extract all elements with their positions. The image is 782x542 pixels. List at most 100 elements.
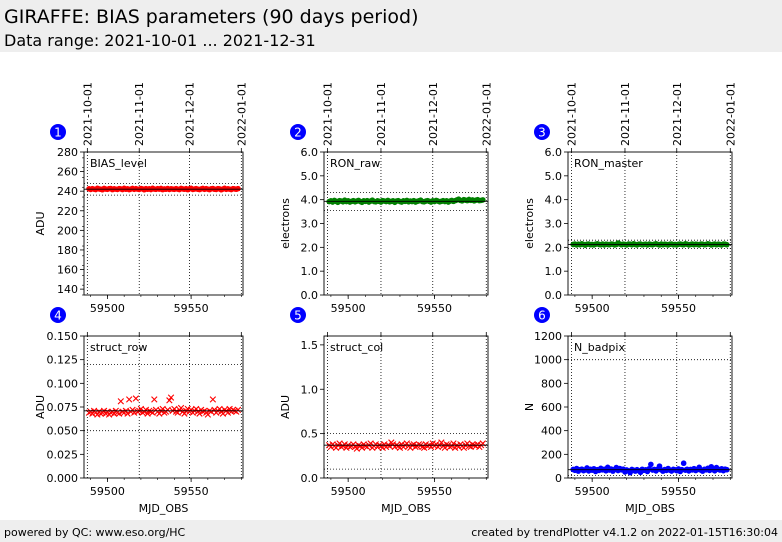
data-point xyxy=(196,410,203,417)
plot-frame xyxy=(83,151,244,296)
parameter-label: RON_master xyxy=(574,157,643,170)
y-tick-label: 1.0 xyxy=(301,383,319,396)
y-tick-label: 400 xyxy=(541,425,562,438)
chart-panel-1: 140 160 180 200 220 240 260 280 59500 59550 2021-1… xyxy=(34,82,248,315)
top-date-label: 2021-12-01 xyxy=(427,82,440,146)
panel-number-badge xyxy=(50,124,66,140)
data-point xyxy=(129,406,136,414)
x-tick-label: 59550 xyxy=(661,485,696,498)
plot-frame xyxy=(567,335,733,479)
y-tick-label: 280 xyxy=(57,146,78,159)
y-tick-label: 3.0 xyxy=(545,218,563,231)
x-tick-label: 59500 xyxy=(331,302,366,315)
panel-number-badge xyxy=(534,307,550,323)
data-point xyxy=(443,441,450,448)
top-date-label: 2021-11-01 xyxy=(133,82,146,146)
data-point xyxy=(156,410,163,417)
x-tick-label: 59500 xyxy=(575,485,610,498)
data-point xyxy=(680,460,687,467)
x-tick-label: 59550 xyxy=(174,485,209,498)
x-tick-label: 59500 xyxy=(90,485,125,498)
y-tick-label: 0.0 xyxy=(301,472,319,485)
y-tick-label: 0.050 xyxy=(47,425,79,438)
plot-frame xyxy=(323,151,489,296)
y-tick-label: 2.0 xyxy=(301,241,319,254)
parameter-label: N_badpix xyxy=(574,341,625,354)
y-tick-label: 0.125 xyxy=(47,354,79,367)
y-tick-label: 1.0 xyxy=(545,265,563,278)
data-point xyxy=(648,461,654,468)
x-axis-label: MJD_OBS xyxy=(381,502,431,515)
top-date-label: 2022-01-01 xyxy=(235,82,248,146)
parameter-label: BIAS_level xyxy=(90,157,147,170)
top-date-label: 2021-10-01 xyxy=(321,82,334,146)
y-tick-label: 160 xyxy=(57,264,78,277)
parameter-label: struct_row xyxy=(90,341,147,354)
top-date-label: 2021-11-01 xyxy=(375,82,388,146)
x-tick-label: 59550 xyxy=(417,485,452,498)
y-tick-label: 260 xyxy=(57,166,78,179)
panel-number-label: 2 xyxy=(294,126,302,140)
panel-number-label: 6 xyxy=(538,309,546,323)
data-point xyxy=(209,396,217,403)
x-tick-label: 59550 xyxy=(417,302,452,315)
y-tick-label: 1.0 xyxy=(301,265,319,278)
panel-number-label: 4 xyxy=(54,309,62,323)
panel-number-badge xyxy=(534,124,550,140)
y-tick-label: 1000 xyxy=(534,354,562,367)
y-tick-label: 0.150 xyxy=(47,330,79,343)
top-date-label: 2022-01-01 xyxy=(480,82,493,146)
y-axis-label: ADU xyxy=(34,211,47,235)
top-date-label: 2021-10-01 xyxy=(81,82,94,146)
y-tick-label: 0.075 xyxy=(47,401,79,414)
y-axis-label: electrons xyxy=(523,198,536,249)
data-point xyxy=(438,439,445,446)
data-point xyxy=(234,406,242,414)
chart-panel-5: 0.0 0.5 1.0 1.5 59500 59550 struct_col ADU MJD_O… xyxy=(279,307,489,515)
data-point xyxy=(115,410,123,417)
data-point xyxy=(117,398,125,405)
y-tick-label: 200 xyxy=(541,448,562,461)
top-date-label: 2021-12-01 xyxy=(183,82,196,146)
y-tick-label: 1200 xyxy=(534,330,562,343)
y-tick-label: 4.0 xyxy=(545,194,563,207)
y-tick-label: 5.0 xyxy=(545,170,563,183)
data-point xyxy=(208,408,215,415)
header-bar: GIRAFFE: BIAS parameters (90 days period… xyxy=(0,0,782,52)
x-axis-label: MJD_OBS xyxy=(139,502,189,515)
y-tick-label: 200 xyxy=(57,224,78,237)
x-axis-label: MJD_OBS xyxy=(625,502,675,515)
data-point xyxy=(415,441,423,448)
parameter-label: RON_raw xyxy=(330,157,380,170)
plot-frame xyxy=(323,335,489,479)
y-tick-label: 0.100 xyxy=(47,377,79,390)
x-tick-label: 59500 xyxy=(331,485,366,498)
plot-frame xyxy=(83,335,244,479)
page-title: GIRAFFE: BIAS parameters (90 days period… xyxy=(4,6,419,28)
panel-number-label: 1 xyxy=(54,126,62,140)
data-range-subtitle: Data range: 2021-10-01 ... 2021-12-31 xyxy=(4,31,316,50)
plot-frame xyxy=(567,151,733,296)
y-tick-label: 4.0 xyxy=(301,194,319,207)
y-tick-label: 3.0 xyxy=(301,218,319,231)
y-tick-label: 5.0 xyxy=(301,170,319,183)
data-point xyxy=(386,442,393,450)
data-point xyxy=(164,406,171,414)
x-tick-label: 59550 xyxy=(174,302,209,315)
y-tick-label: 240 xyxy=(57,185,78,198)
y-tick-label: 140 xyxy=(57,283,78,296)
y-axis-label: ADU xyxy=(279,395,292,419)
y-tick-label: 2.0 xyxy=(545,241,563,254)
data-point xyxy=(358,444,366,452)
y-axis-label: electrons xyxy=(279,198,292,249)
data-point xyxy=(151,396,158,403)
chart-panel-3: 0.0 1.0 2.0 3.0 4.0 5.0 6.0 59500 59550 2021-10-0… xyxy=(523,82,737,315)
y-tick-label: 0.025 xyxy=(47,448,79,461)
data-point xyxy=(353,445,360,452)
y-tick-label: 220 xyxy=(57,205,78,218)
data-point xyxy=(144,410,151,417)
y-axis-label: N xyxy=(523,403,536,411)
y-tick-label: 6.0 xyxy=(545,146,563,159)
y-tick-label: 800 xyxy=(541,377,562,390)
